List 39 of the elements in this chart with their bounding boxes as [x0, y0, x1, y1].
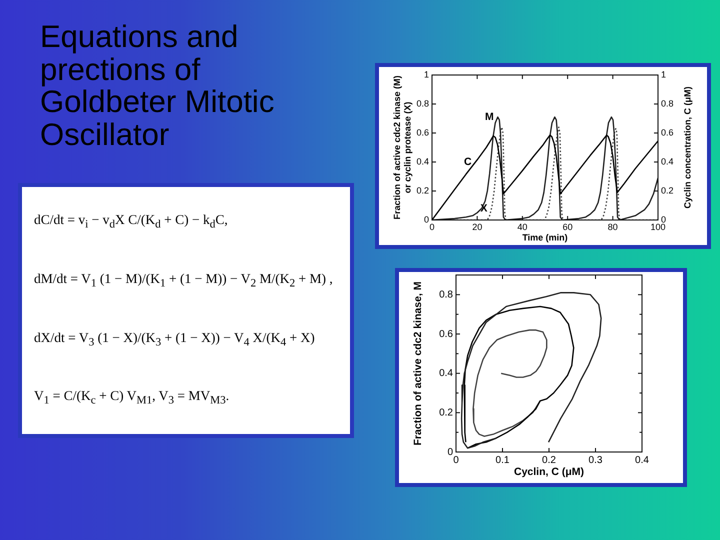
y-tick-label: 0.2 [439, 407, 454, 418]
y2-tick-label: 0.2 [661, 185, 674, 196]
y-tick-label: 1 [424, 69, 429, 80]
x-tick-label: 100 [650, 222, 666, 232]
y-axis-title: Fraction of active cdc2 kinase, M [412, 281, 424, 446]
text: dC/dt = v$_{i}$ − v$_{d}$X C/(K$_{d}$ + C) − k$_{d}$C, [34, 212, 228, 231]
y2-tick-label: 1 [661, 69, 666, 80]
y-tick-label: 0 [424, 214, 429, 224]
y2-axis-title: Cyclin concentration, C (μM) [682, 86, 692, 209]
x-tick-label: 0.3 [588, 454, 603, 466]
y2-tick-label: 0 [661, 214, 666, 224]
annotation: C [464, 156, 472, 168]
y-tick-label: 0.4 [439, 368, 454, 380]
text: dX/dt = V$_{3}$ (1 − X)/(K$_{3}$ + (1 − X)) − V$_{4}$ X/(K$_{4}$ + X) [34, 330, 315, 348]
x-tick-label: 60 [562, 222, 573, 232]
annotation: M [485, 110, 494, 123]
x-tick-label: 0.1 [496, 454, 510, 466]
x-tick-label: 80 [608, 222, 618, 232]
y-tick-label: 0.6 [416, 127, 429, 138]
x-axis-title: Time (min) [522, 232, 568, 242]
y-tick-label: 0.6 [439, 328, 454, 340]
y-tick-label: 0.8 [439, 289, 454, 300]
text: dM/dt = V$_{1}$ (1 − M)/(K$_{1}$ + (1 − M)) − V$_{2}$ M/(K$_{2}$ + M) , [34, 270, 333, 290]
y2-tick-label: 0.4 [661, 156, 674, 166]
x-axis-title: Cyclin, C (μM) [514, 466, 584, 478]
text: Equations and prections of Goldbeter Mitotic Oscillator [40, 19, 276, 152]
x-tick-label: 40 [517, 222, 528, 232]
y-axis-title: Fraction of active cdc2 kinase (M) or cyclin protease (X) [392, 75, 413, 220]
y2-tick-label: 0.8 [661, 98, 674, 108]
text: V$_{1}$ = C/(K$_{c}$ + C) V$_{M1}$, V$_{3}$ = MV$_{M3}$. [34, 388, 230, 407]
x-tick-label: 20 [472, 222, 482, 232]
y-tick-label: 0.4 [416, 156, 429, 166]
x-tick-label: 0.2 [542, 454, 556, 466]
y-tick-label: 0.8 [416, 98, 429, 108]
annotation: X [480, 202, 488, 214]
y2-tick-label: 0.6 [661, 127, 674, 138]
y-tick-label: 0.2 [416, 185, 429, 196]
x-tick-label: 0.4 [635, 454, 650, 466]
y-tick-label: 0 [447, 446, 454, 458]
